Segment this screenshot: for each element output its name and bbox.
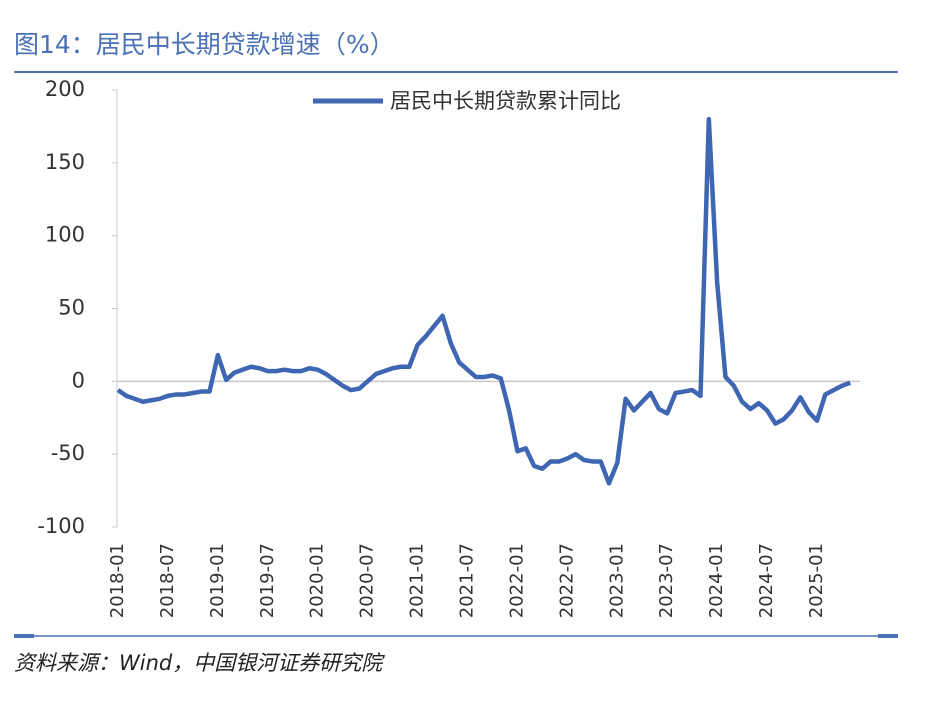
chart-title: 图14：居民中长期贷款增速（%） [14,30,395,59]
x-tick-label: 2019-01 [207,543,228,618]
x-tick-label: 2018-07 [157,543,178,618]
legend-label: 居民中长期贷款累计同比 [390,89,621,113]
y-tick-label: 200 [45,77,85,101]
source-note: 资料来源：Wind，中国银河证券研究院 [14,651,385,675]
x-tick-label: 2023-01 [606,543,627,618]
x-tick-label: 2024-01 [706,543,727,618]
x-tick-label: 2019-07 [257,543,278,618]
y-tick-label: 0 [72,368,85,392]
x-tick-label: 2021-07 [457,543,478,618]
x-tick-label: 2025-01 [806,543,827,618]
x-tick-label: 2023-07 [656,543,677,618]
x-tick-label: 2021-01 [407,543,428,618]
y-tick-label: -50 [51,441,85,465]
x-tick-label: 2018-01 [107,543,128,618]
x-tick-label: 2024-07 [756,543,777,618]
x-tick-label: 2022-01 [506,543,527,618]
y-tick-label: 150 [45,150,85,174]
x-tick-label: 2020-01 [307,543,328,618]
x-tick-label: 2020-07 [357,543,378,618]
line-series [116,116,852,486]
y-tick-label: -100 [37,514,85,538]
x-tick-label: 2022-07 [556,543,577,618]
y-tick-label: 100 [45,223,85,247]
y-tick-label: 50 [58,296,85,320]
